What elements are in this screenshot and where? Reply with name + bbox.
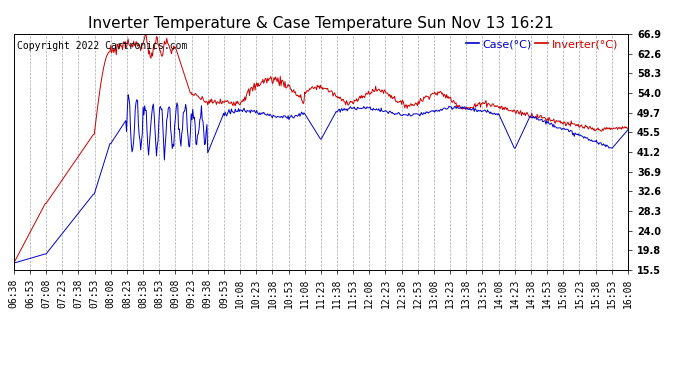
Title: Inverter Temperature & Case Temperature Sun Nov 13 16:21: Inverter Temperature & Case Temperature … — [88, 16, 553, 31]
Text: Copyright 2022 Cartronics.com: Copyright 2022 Cartronics.com — [17, 41, 187, 51]
Legend: Case(°C), Inverter(°C): Case(°C), Inverter(°C) — [461, 34, 622, 54]
